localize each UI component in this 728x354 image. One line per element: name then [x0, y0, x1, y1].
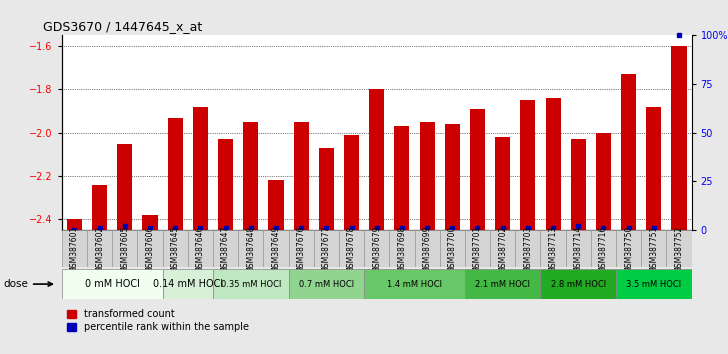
Bar	[395, 126, 409, 230]
FancyBboxPatch shape	[389, 230, 414, 267]
FancyBboxPatch shape	[465, 269, 540, 299]
Text: GSM387700: GSM387700	[448, 225, 456, 272]
Text: 0.14 mM HOCl: 0.14 mM HOCl	[153, 279, 223, 289]
Text: GSM387647: GSM387647	[221, 225, 230, 272]
Bar	[545, 98, 561, 230]
FancyBboxPatch shape	[62, 269, 162, 299]
Text: GSM387752: GSM387752	[675, 225, 684, 272]
Bar	[596, 133, 611, 230]
Bar	[571, 139, 586, 230]
Bar	[143, 215, 157, 230]
FancyBboxPatch shape	[641, 230, 666, 267]
Bar	[521, 100, 535, 230]
Text: GSM387677: GSM387677	[322, 225, 331, 272]
Text: GSM387602: GSM387602	[95, 225, 104, 272]
FancyBboxPatch shape	[162, 269, 213, 299]
FancyBboxPatch shape	[616, 230, 641, 267]
FancyBboxPatch shape	[238, 230, 264, 267]
FancyBboxPatch shape	[162, 230, 188, 267]
Text: 2.8 mM HOCl: 2.8 mM HOCl	[550, 280, 606, 289]
Bar	[293, 122, 309, 230]
Text: GSM387646: GSM387646	[196, 225, 205, 272]
Text: GSM387606: GSM387606	[146, 225, 154, 272]
Text: dose: dose	[3, 279, 52, 289]
Text: GSM387701: GSM387701	[473, 225, 482, 272]
FancyBboxPatch shape	[440, 230, 465, 267]
Text: GSM387605: GSM387605	[120, 225, 130, 272]
Text: 1.4 mM HOCl: 1.4 mM HOCl	[387, 280, 442, 289]
Text: GSM387698: GSM387698	[397, 225, 406, 272]
Bar	[269, 180, 283, 230]
Text: GSM387676: GSM387676	[297, 225, 306, 272]
Bar	[419, 122, 435, 230]
Bar	[344, 135, 359, 230]
Bar	[92, 185, 107, 230]
FancyBboxPatch shape	[364, 230, 389, 267]
Bar	[445, 124, 460, 230]
Text: GSM387648: GSM387648	[246, 225, 256, 272]
Text: GSM387716: GSM387716	[599, 225, 608, 272]
Bar	[319, 148, 334, 230]
Text: GSM387750: GSM387750	[624, 225, 633, 272]
FancyBboxPatch shape	[540, 269, 616, 299]
FancyBboxPatch shape	[515, 230, 540, 267]
Text: GSM387678: GSM387678	[347, 225, 356, 272]
FancyBboxPatch shape	[264, 230, 288, 267]
FancyBboxPatch shape	[138, 230, 162, 267]
FancyBboxPatch shape	[339, 230, 364, 267]
Bar	[369, 90, 384, 230]
FancyBboxPatch shape	[465, 230, 490, 267]
FancyBboxPatch shape	[62, 230, 87, 267]
FancyBboxPatch shape	[314, 230, 339, 267]
Text: GSM387751: GSM387751	[649, 225, 658, 272]
FancyBboxPatch shape	[591, 230, 616, 267]
FancyBboxPatch shape	[540, 230, 566, 267]
Text: GSM387679: GSM387679	[372, 225, 381, 272]
FancyBboxPatch shape	[288, 269, 364, 299]
Text: 0.35 mM HOCl: 0.35 mM HOCl	[221, 280, 281, 289]
Text: GSM387703: GSM387703	[523, 225, 532, 272]
Bar	[243, 122, 258, 230]
FancyBboxPatch shape	[188, 230, 213, 267]
Text: 0.7 mM HOCl: 0.7 mM HOCl	[298, 280, 354, 289]
FancyBboxPatch shape	[566, 230, 591, 267]
Text: GSM387714: GSM387714	[574, 225, 582, 272]
Bar	[470, 109, 485, 230]
FancyBboxPatch shape	[213, 269, 288, 299]
Text: GSM387699: GSM387699	[423, 225, 432, 272]
Text: GSM387713: GSM387713	[549, 225, 558, 272]
FancyBboxPatch shape	[414, 230, 440, 267]
FancyBboxPatch shape	[288, 230, 314, 267]
FancyBboxPatch shape	[364, 269, 465, 299]
Text: GDS3670 / 1447645_x_at: GDS3670 / 1447645_x_at	[43, 20, 202, 33]
Bar	[193, 107, 208, 230]
Bar	[621, 74, 636, 230]
FancyBboxPatch shape	[112, 230, 138, 267]
FancyBboxPatch shape	[87, 230, 112, 267]
FancyBboxPatch shape	[616, 269, 692, 299]
FancyBboxPatch shape	[213, 230, 238, 267]
Bar	[495, 137, 510, 230]
Text: GSM387645: GSM387645	[171, 225, 180, 272]
Bar	[646, 107, 661, 230]
Bar	[117, 144, 132, 230]
FancyBboxPatch shape	[490, 230, 515, 267]
Text: GSM387649: GSM387649	[272, 225, 280, 272]
Legend: transformed count, percentile rank within the sample: transformed count, percentile rank withi…	[67, 309, 249, 332]
Text: 3.5 mM HOCl: 3.5 mM HOCl	[626, 280, 681, 289]
Bar	[671, 46, 687, 230]
Bar	[218, 139, 233, 230]
Text: 0 mM HOCl: 0 mM HOCl	[85, 279, 140, 289]
FancyBboxPatch shape	[666, 230, 692, 267]
Text: 2.1 mM HOCl: 2.1 mM HOCl	[475, 280, 530, 289]
Text: GSM387702: GSM387702	[498, 225, 507, 272]
Text: GSM387601: GSM387601	[70, 225, 79, 272]
Bar	[67, 219, 82, 230]
Bar	[167, 118, 183, 230]
